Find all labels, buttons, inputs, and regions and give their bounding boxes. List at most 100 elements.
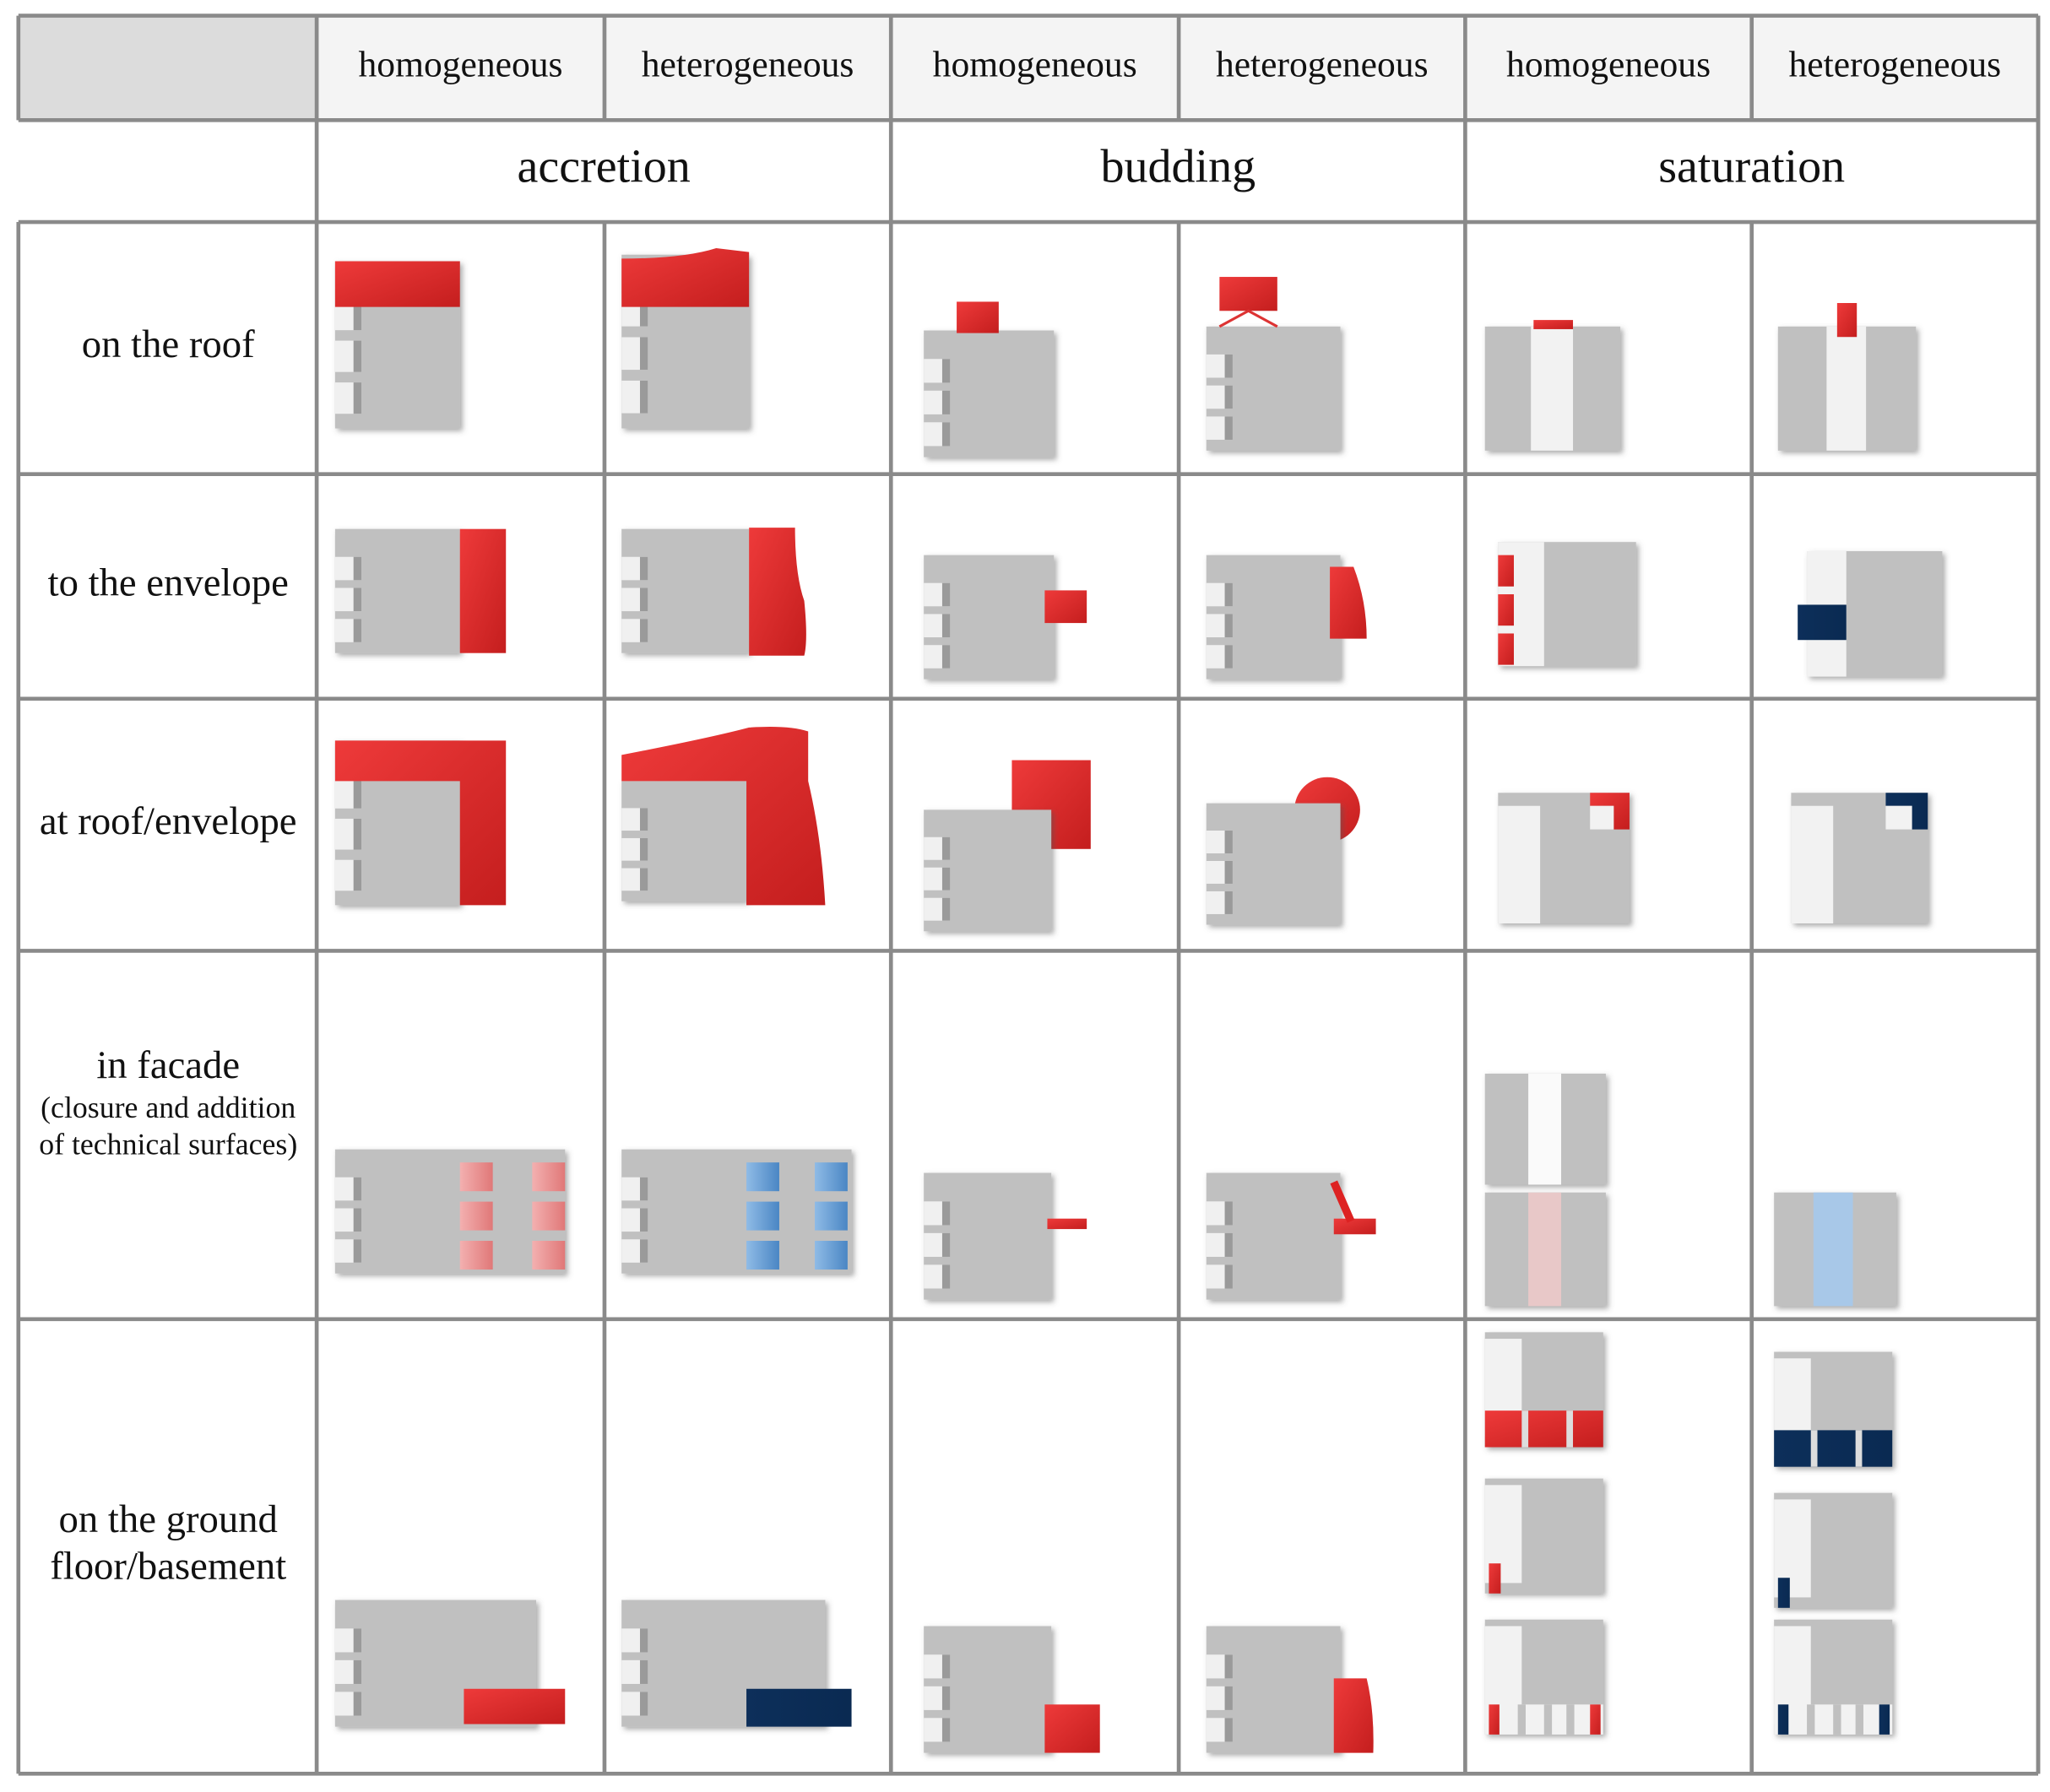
subheader: homogeneous bbox=[933, 45, 1137, 85]
notch-edge bbox=[941, 645, 951, 669]
notch-edge bbox=[639, 1239, 648, 1263]
pink-panel bbox=[459, 1241, 493, 1270]
subheader: heterogeneous bbox=[1789, 45, 2002, 85]
row-label: on the roof bbox=[82, 323, 255, 366]
notch-edge bbox=[1224, 416, 1233, 440]
red-strut bbox=[1330, 1180, 1355, 1223]
red-addition bbox=[1219, 277, 1277, 311]
addition bbox=[1590, 1704, 1601, 1735]
subheader-cell bbox=[604, 15, 892, 121]
red-addition bbox=[1590, 793, 1630, 830]
notch-edge bbox=[639, 380, 648, 414]
notch-edge bbox=[941, 422, 951, 447]
notch-edge bbox=[639, 1692, 648, 1716]
notch-edge bbox=[639, 556, 648, 581]
subheader-cell bbox=[317, 15, 605, 121]
blue-addition bbox=[1798, 604, 1847, 641]
pillar bbox=[1517, 1704, 1526, 1735]
notch-edge bbox=[353, 1208, 362, 1232]
notch-edge bbox=[941, 1264, 951, 1289]
blue-addition bbox=[1885, 793, 1928, 830]
red-addition bbox=[621, 248, 750, 307]
notch-edge bbox=[941, 390, 951, 414]
subheader: heterogeneous bbox=[642, 45, 854, 85]
subheader-cell bbox=[1751, 15, 2038, 121]
red-addition bbox=[334, 261, 460, 307]
gap bbox=[1810, 1430, 1818, 1467]
notch-edge bbox=[941, 1718, 951, 1742]
pillar bbox=[1566, 1704, 1575, 1735]
notch-edge bbox=[1224, 1232, 1233, 1257]
red-addition bbox=[1047, 1218, 1087, 1230]
notch-edge bbox=[639, 1177, 648, 1201]
pink-panel bbox=[532, 1162, 566, 1192]
red-addition bbox=[459, 528, 507, 653]
pillar bbox=[1807, 1704, 1815, 1735]
notch-edge bbox=[353, 859, 362, 891]
light-strip bbox=[1531, 326, 1574, 451]
notch-edge bbox=[639, 1208, 648, 1232]
notch-edge bbox=[1224, 645, 1233, 669]
notch-edge bbox=[941, 614, 951, 638]
light-strip bbox=[1498, 805, 1541, 923]
red-addition bbox=[334, 740, 507, 906]
blue-panel bbox=[746, 1241, 779, 1270]
notch-edge bbox=[353, 818, 362, 850]
subheader-cell bbox=[891, 15, 1180, 121]
red-addition bbox=[1333, 1218, 1376, 1235]
red-addition bbox=[621, 727, 826, 906]
gap bbox=[1855, 1430, 1863, 1467]
notch-edge bbox=[639, 837, 648, 861]
red-addition bbox=[464, 1688, 566, 1724]
notch-edge bbox=[1224, 614, 1233, 638]
subheader-cell bbox=[1179, 15, 1466, 121]
group-header: budding bbox=[1101, 141, 1256, 193]
notch-edge bbox=[639, 337, 648, 371]
gap bbox=[1521, 1410, 1529, 1448]
notch-edge bbox=[1224, 582, 1233, 607]
notch-edge bbox=[353, 556, 362, 581]
pillar bbox=[1855, 1704, 1863, 1735]
subheader-cell bbox=[1465, 15, 1752, 121]
notch-edge bbox=[639, 619, 648, 642]
notch-edge bbox=[639, 587, 648, 612]
red-addition bbox=[749, 528, 806, 656]
red-addition bbox=[1498, 594, 1514, 626]
corner-cell bbox=[18, 15, 317, 121]
notch-edge bbox=[941, 1686, 951, 1710]
corner bbox=[1885, 805, 1912, 830]
addition bbox=[1879, 1704, 1890, 1735]
row-label: at roof/envelope bbox=[40, 800, 297, 843]
light-strip bbox=[1528, 1073, 1562, 1185]
gap bbox=[1566, 1410, 1574, 1448]
notch-edge bbox=[639, 294, 648, 327]
blue-addition bbox=[746, 1688, 852, 1727]
pink-panel bbox=[532, 1241, 566, 1270]
notch-edge bbox=[353, 1239, 362, 1263]
notch-edge bbox=[941, 836, 951, 860]
connector bbox=[1218, 309, 1278, 328]
notch-edge bbox=[941, 867, 951, 891]
blue-panel bbox=[814, 1241, 848, 1270]
red-addition bbox=[1498, 633, 1514, 665]
red-addition bbox=[1330, 566, 1367, 639]
notch-edge bbox=[1224, 860, 1233, 884]
corner bbox=[1590, 805, 1614, 830]
row-label: in facade bbox=[96, 1044, 240, 1087]
row-note: of technical surfaces) bbox=[39, 1127, 297, 1161]
notch-edge bbox=[1224, 1718, 1233, 1742]
notch-edge bbox=[1224, 1264, 1233, 1289]
notch-edge bbox=[1224, 385, 1233, 409]
group-header: accretion bbox=[518, 141, 691, 193]
notch-edge bbox=[353, 382, 362, 414]
blue-strip bbox=[1813, 1192, 1853, 1307]
row-label: to the envelope bbox=[48, 562, 289, 605]
building bbox=[334, 1149, 566, 1274]
red-addition bbox=[957, 301, 999, 333]
notch-edge bbox=[353, 777, 362, 809]
light-strip bbox=[1826, 326, 1867, 451]
row-label: floor/basement bbox=[50, 1546, 286, 1589]
notch-edge bbox=[1224, 831, 1233, 853]
